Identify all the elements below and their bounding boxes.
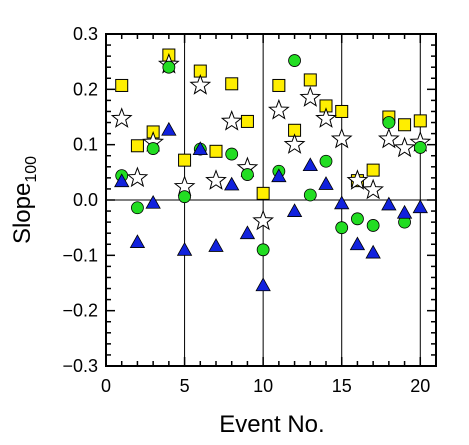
square-marker (272, 78, 286, 92)
triangle-marker (208, 238, 224, 252)
y-tick-label: −0.1 (62, 245, 98, 265)
star-marker (315, 107, 337, 128)
triangle-marker (381, 196, 397, 211)
triangle-marker (255, 277, 271, 292)
triangle-marker (114, 173, 130, 188)
star-marker (299, 86, 322, 107)
square-marker (209, 144, 223, 158)
square-marker (115, 78, 129, 92)
star-marker (362, 178, 385, 200)
triangle-marker (161, 121, 177, 136)
y-tick-label: −0.2 (62, 301, 98, 321)
y-tick-label: 0.2 (73, 79, 98, 99)
square-marker (413, 114, 427, 128)
star-marker (267, 98, 290, 120)
y-tick-label: 0.0 (73, 190, 98, 210)
star-marker (283, 133, 306, 154)
circle-marker (162, 60, 176, 74)
circle-marker (335, 221, 349, 235)
star-marker (189, 74, 212, 95)
star-marker (252, 209, 275, 231)
circle-marker (319, 154, 333, 168)
triangle-marker (365, 244, 381, 259)
circle-marker (241, 168, 254, 181)
star-marker (205, 169, 227, 190)
star-marker (330, 127, 353, 149)
triangle-marker (145, 194, 161, 209)
circle-marker (178, 190, 191, 204)
triangle-marker (224, 176, 240, 191)
triangle-marker (239, 225, 256, 240)
y-tick-label: 0.1 (73, 135, 98, 155)
triangle-marker (176, 241, 193, 256)
axis-ticks (105, 33, 437, 367)
triangle-marker (129, 234, 146, 248)
x-tick-label: 20 (410, 376, 430, 396)
circle-marker (225, 147, 239, 161)
triangle-marker (412, 199, 428, 214)
y-tick-label: 0.3 (73, 24, 98, 44)
x-axis-title: Event No. (219, 411, 324, 438)
y-tick-label: −0.3 (62, 356, 98, 376)
circle-marker (303, 188, 317, 202)
x-tick-label: 15 (332, 376, 352, 396)
star-marker (110, 107, 133, 128)
square-marker (303, 73, 317, 87)
y-axis-title-main: Slope (9, 183, 36, 244)
star-marker (393, 136, 416, 158)
circle-marker (382, 116, 396, 129)
x-tick-label: 0 (101, 376, 111, 396)
triangle-marker (334, 195, 350, 210)
triangle-marker (396, 204, 413, 219)
square-marker (225, 77, 239, 91)
star-marker (220, 110, 243, 131)
square-marker (178, 153, 192, 167)
triangle-marker (192, 141, 208, 155)
circle-marker (351, 212, 364, 226)
circle-marker (131, 201, 144, 215)
star-marker (126, 166, 149, 188)
y-axis-title-subscript: 100 (23, 156, 40, 183)
circle-marker (366, 219, 380, 232)
triangle-marker (318, 176, 334, 190)
square-marker (366, 163, 380, 177)
tick-labels: 0 5 10 15 20 −0.3 −0.2 −0.1 0.0 0.1 0.2 0.3 (62, 24, 430, 396)
square-marker (335, 104, 349, 118)
star-marker (346, 169, 369, 190)
square-marker (256, 186, 270, 200)
circle-marker (288, 54, 301, 67)
circle-marker (413, 141, 427, 154)
circle-marker (146, 142, 160, 155)
x-tick-label: 5 (180, 376, 190, 396)
triangle-marker (302, 157, 318, 172)
triangle-marker (286, 203, 303, 217)
square-marker (398, 118, 412, 132)
data-markers (110, 48, 432, 292)
triangle-marker (271, 168, 287, 183)
y-axis-title: Slope100 (9, 156, 40, 244)
x-tick-label: 10 (253, 376, 273, 396)
square-marker (130, 139, 144, 153)
square-marker (240, 114, 254, 128)
star-marker (377, 127, 400, 149)
circle-marker (256, 243, 270, 257)
triangle-marker (349, 236, 366, 251)
